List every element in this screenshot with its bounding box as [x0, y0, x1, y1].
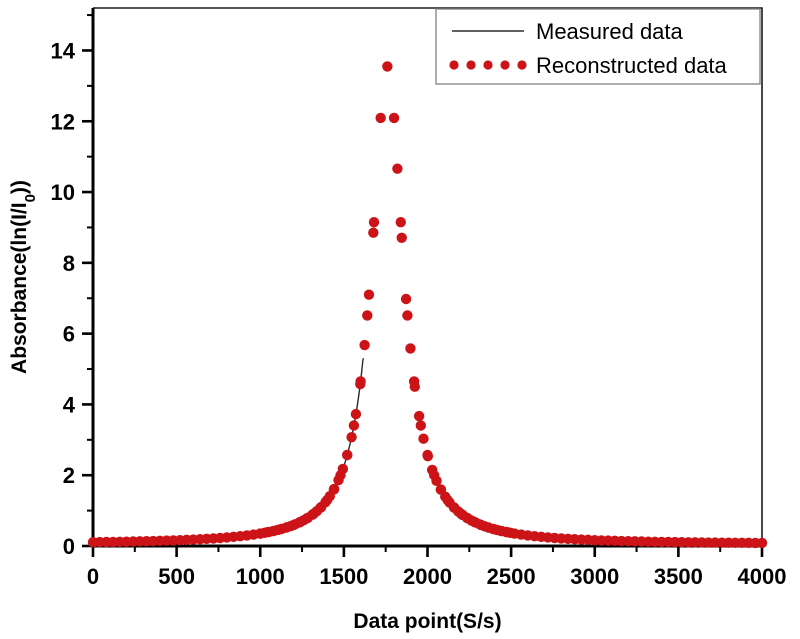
legend-label-reconstructed: Reconstructed data: [536, 53, 728, 78]
x-tick-label: 3500: [654, 564, 703, 589]
y-tick-label: 12: [51, 109, 75, 134]
data-point: [328, 483, 340, 495]
data-point: [342, 449, 353, 461]
data-point: [405, 343, 416, 354]
x-tick-label: 0: [87, 564, 99, 589]
x-tick-label: 4000: [738, 564, 787, 589]
data-point: [395, 217, 406, 228]
legend-marker-reconstructed: [483, 60, 493, 70]
data-point: [388, 112, 400, 124]
data-point: [400, 293, 412, 305]
y-tick-label: 4: [63, 392, 76, 417]
data-point: [418, 433, 429, 444]
y-tick-label: 2: [63, 463, 75, 488]
legend-box: [435, 8, 761, 85]
y-tick-label: 0: [63, 534, 75, 559]
data-point: [368, 227, 379, 238]
data-point: [350, 408, 362, 420]
data-point: [426, 464, 438, 476]
data-point: [337, 463, 349, 475]
data-point: [363, 289, 375, 300]
data-point: [375, 112, 386, 124]
plot-frame-top-right: [93, 7, 763, 546]
data-point: [359, 339, 370, 351]
data-point: [422, 451, 434, 462]
data-point: [355, 378, 366, 390]
x-tick-label: 1500: [319, 564, 368, 589]
data-point: [392, 163, 403, 174]
x-axis-title: Data point(S/s): [353, 610, 501, 633]
data-point: [413, 410, 425, 422]
data-point: [333, 474, 344, 486]
y-tick-label: 6: [63, 322, 75, 347]
data-point: [402, 310, 413, 321]
data-point: [382, 61, 393, 72]
data-point: [756, 537, 768, 549]
legend-marker-reconstructed: [500, 60, 510, 70]
data-point: [409, 381, 420, 392]
x-tick-label: 1000: [236, 564, 285, 589]
x-tick-label: 500: [158, 564, 195, 589]
reconstructed-data-points: [87, 61, 768, 549]
data-point: [368, 217, 380, 228]
data-point: [346, 431, 357, 443]
data-point: [431, 475, 442, 487]
measured-data-curve: [92, 357, 365, 543]
data-point: [348, 420, 360, 431]
data-point: [415, 420, 427, 431]
y-tick-label: 10: [51, 180, 75, 205]
legend-marker-reconstructed: [466, 60, 476, 70]
data-point: [505, 527, 516, 539]
y-tick-label: 14: [51, 38, 76, 63]
data-point: [396, 232, 407, 243]
x-tick-label: 3000: [570, 564, 619, 589]
legend-marker-reconstructed: [517, 60, 527, 70]
x-tick-label: 2500: [487, 564, 536, 589]
y-axis-title: Absorbance(ln(I/I0)): [8, 180, 39, 374]
legend-label-measured: Measured data: [536, 19, 684, 44]
x-tick-label: 2000: [403, 564, 452, 589]
y-tick-label: 8: [63, 251, 75, 276]
legend-marker-reconstructed: [449, 60, 459, 70]
data-point: [362, 310, 373, 321]
